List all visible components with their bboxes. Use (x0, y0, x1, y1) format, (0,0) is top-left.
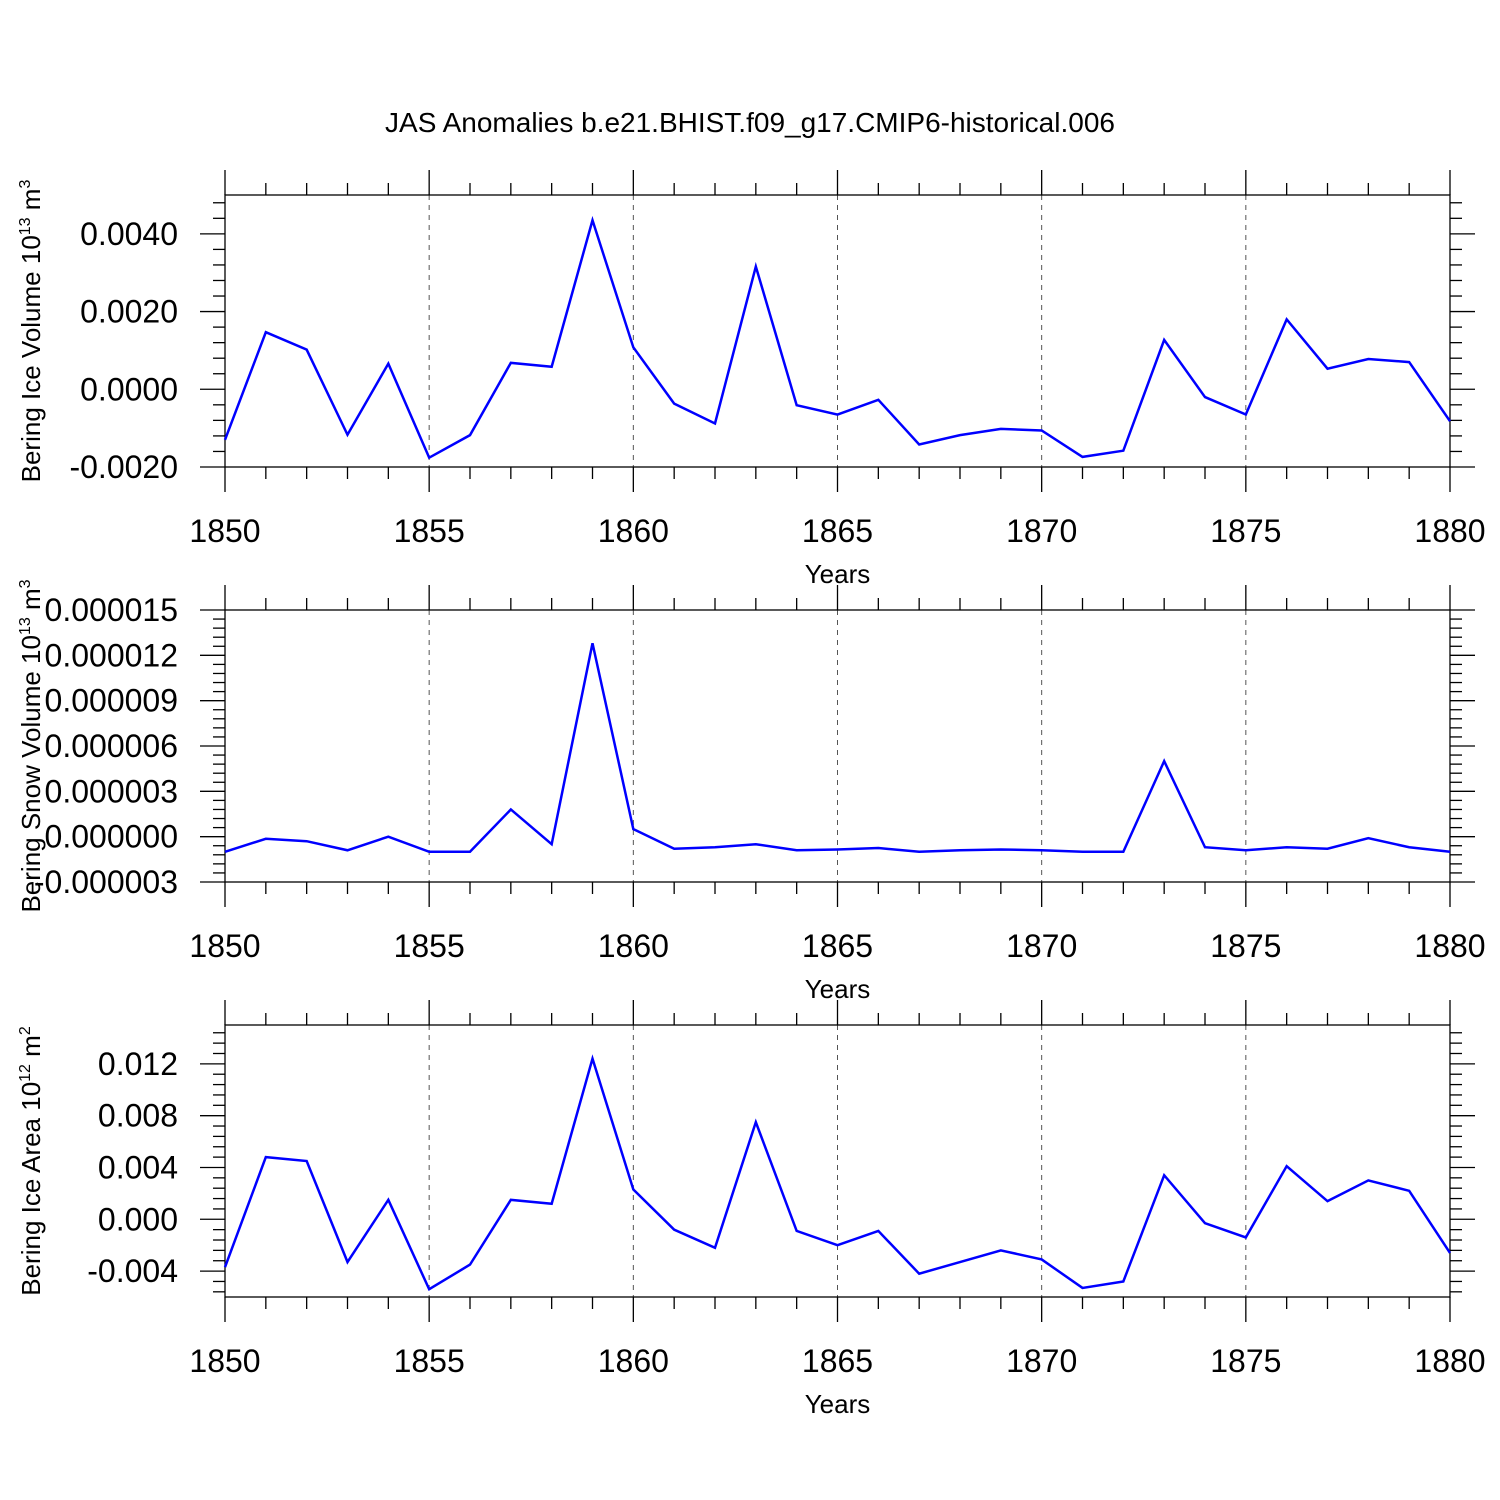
panel-3-y-tick-label: 0.004 (98, 1149, 178, 1185)
panel-3-y-axis-label: Bering Ice Area 1012 m2 (16, 1026, 46, 1296)
panel-1: 1850 1855 1860 1865 1870 1875 1880 -0.0020 0.000… (16, 170, 1486, 589)
panel-1-y-axis-label-text: Bering Ice Volume 10 (16, 235, 46, 482)
panel-3-y-tick-label: 0.012 (98, 1046, 178, 1082)
panel-2-x-tick-label: 1870 (1006, 928, 1077, 964)
panel-1-y-tick-label: 0.0000 (80, 371, 178, 407)
figure-title: JAS Anomalies b.e21.BHIST.f09_g17.CMIP6-… (385, 107, 1115, 138)
panel-1-y-axis-label-exponent: 13 (17, 217, 34, 235)
panel-3-y-axis-label-unit: m (16, 1035, 46, 1064)
panel-1-y-tick-label: 0.0020 (80, 294, 178, 330)
panel-2-x-tick-label: 1865 (802, 928, 873, 964)
panel-2-x-tick-label: 1875 (1210, 928, 1281, 964)
panel-3-y-tick-label: -0.004 (87, 1253, 178, 1289)
panel-2-y-tick-label: 0.000012 (45, 637, 178, 673)
panel-2-y-tick-label: -0.000003 (34, 864, 178, 900)
panel-2-x-tick-label: 1880 (1414, 928, 1485, 964)
panel-3-x-tick-label: 1865 (802, 1343, 873, 1379)
panel-1-series-line (223, 215, 1452, 460)
panel-1-x-tick-label: 1860 (598, 513, 669, 549)
panel-1-x-tick-label: 1875 (1210, 513, 1281, 549)
panel-2-y-tick-label: 0.000003 (45, 773, 178, 809)
panel-1-y-tick-label: -0.0020 (69, 449, 178, 485)
panel-2-y-axis-label-text: Bering Snow Volume 10 (16, 635, 46, 913)
panel-2-y-tick-label: 0.000000 (45, 819, 178, 855)
panel-1-x-tick-label: 1870 (1006, 513, 1077, 549)
panel-2-x-tick-label: 1860 (598, 928, 669, 964)
panel-2-x-axis-label: Years (805, 974, 871, 1004)
panel-3-x-tick-label: 1875 (1210, 1343, 1281, 1379)
panel-3-y-axis-label-exponent: 12 (17, 1064, 34, 1082)
panel-2-y-axis-label-unit: m (16, 588, 46, 617)
panel-3: 1850 1855 1860 1865 1870 1875 1880 -0.004 0.000 0… (16, 1000, 1486, 1419)
panel-1-y-axis-label-unit: m (16, 189, 46, 218)
panel-1-x-tick-label: 1855 (394, 513, 465, 549)
panel-2-y-axis-label-exponent: 13 (17, 617, 34, 635)
panel-3-y-tick-label: 0.000 (98, 1201, 178, 1237)
panel-3-y-axis-label-text: Bering Ice Area 10 (16, 1082, 46, 1296)
panel-2-x-tick-label: 1850 (189, 928, 260, 964)
panel-1-y-tick-label: 0.0040 (80, 216, 178, 252)
panel-2-x-tick-label: 1855 (394, 928, 465, 964)
panel-3-y-tick-label: 0.008 (98, 1098, 178, 1134)
panel-2-series-line (224, 642, 1451, 854)
panel-2-y-axis-label: Bering Snow Volume 1013 m3 (16, 579, 46, 912)
panel-1-y-axis-label-unit-exponent: 3 (17, 180, 34, 189)
panel-1-x-axis-label: Years (805, 559, 871, 589)
panel-1-y-axis-label: Bering Ice Volume 1013 m3 (16, 180, 46, 483)
panel-3-y-axis-label-unit-exponent: 2 (17, 1026, 34, 1035)
panel-3-x-tick-label: 1855 (394, 1343, 465, 1379)
panel-3-series-line (223, 1054, 1452, 1292)
panel-2-y-tick-label: 0.000015 (45, 592, 178, 628)
panel-3-x-tick-label: 1860 (598, 1343, 669, 1379)
panel-2-y-axis-label-unit-exponent: 3 (17, 579, 34, 588)
panel-1-x-tick-label: 1865 (802, 513, 873, 549)
panel-3-x-tick-label: 1870 (1006, 1343, 1077, 1379)
panel-3-x-tick-label: 1850 (189, 1343, 260, 1379)
panel-1-x-tick-label: 1880 (1414, 513, 1485, 549)
panel-2-y-tick-label: 0.000006 (45, 728, 178, 764)
panel-2: 1850 1855 1860 1865 1870 1875 1880 -0.000003 0.0… (16, 579, 1486, 1004)
panel-3-x-tick-label: 1880 (1414, 1343, 1485, 1379)
panel-1-x-tick-label: 1850 (189, 513, 260, 549)
panel-2-y-tick-label: 0.000009 (45, 683, 178, 719)
panel-3-x-axis-label: Years (805, 1389, 871, 1419)
